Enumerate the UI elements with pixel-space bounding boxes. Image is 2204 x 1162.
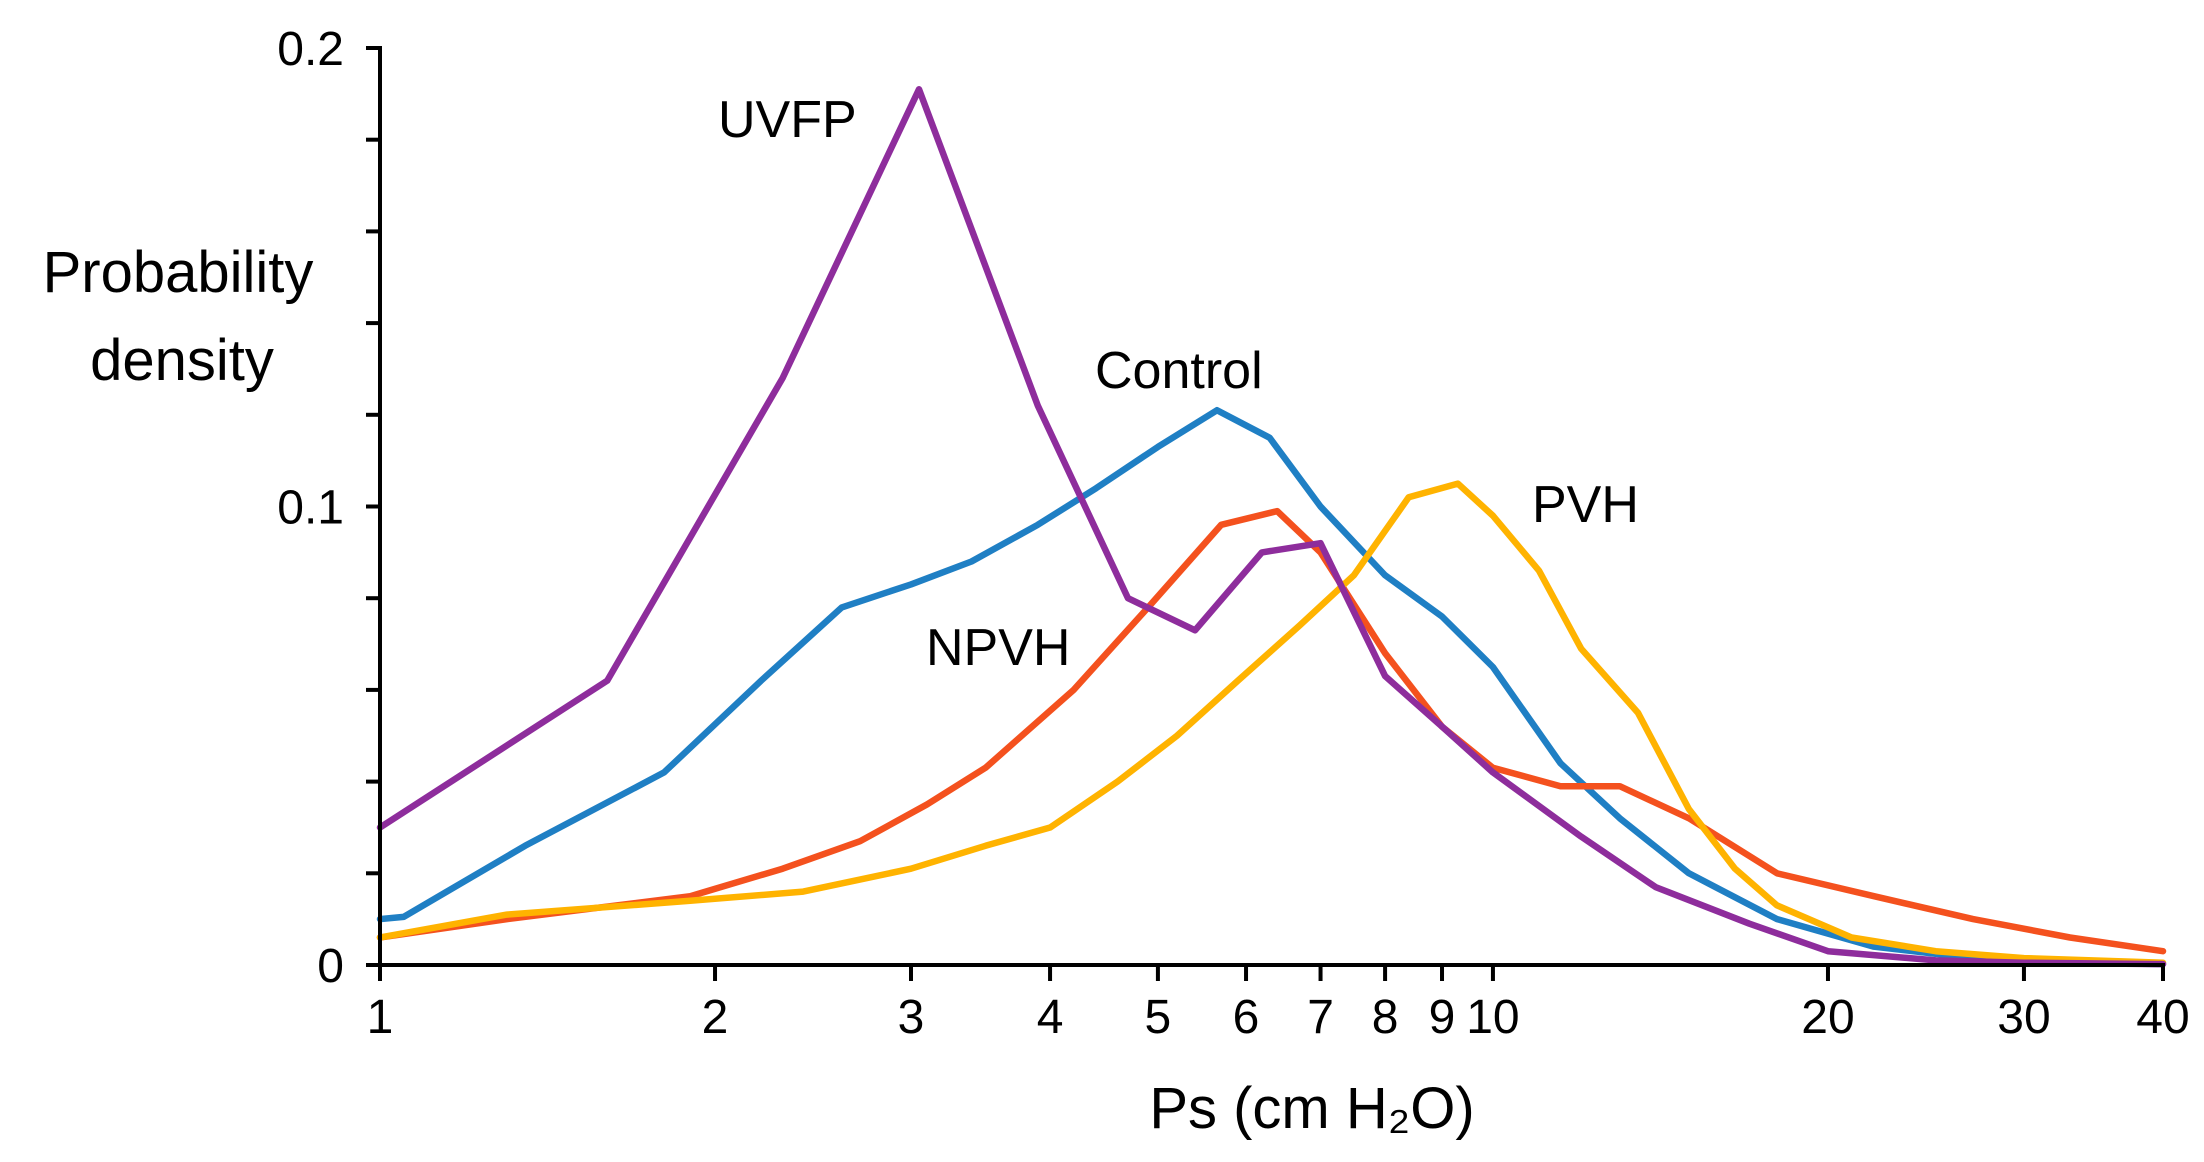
x-tick-label: 9: [1429, 991, 1456, 1044]
uvfp-series-label: UVFP: [718, 91, 857, 149]
series-layer: [376, 86, 2167, 968]
x-tick-label: 20: [1801, 991, 1854, 1044]
x-tick-label: 7: [1307, 991, 1334, 1044]
pvh-series-line: [376, 480, 2167, 966]
x-axis-title: Ps (cm H₂O): [1149, 1076, 1474, 1141]
x-tick-label: 3: [898, 991, 925, 1044]
x-tick-label: 8: [1372, 991, 1399, 1044]
y-tick-label: 0.1: [277, 482, 344, 535]
npvh-series-line: [376, 507, 2167, 955]
y-tick-label: 0: [317, 940, 344, 993]
uvfp-series-line: [376, 86, 2167, 968]
control-series-label: Control: [1095, 342, 1263, 400]
control-series-line: [376, 406, 2167, 968]
x-tick-label: 1: [367, 991, 394, 1044]
x-tick-label: 30: [1997, 991, 2050, 1044]
x-tick-label: 5: [1145, 991, 1172, 1044]
y-tick-label: 0.2: [277, 23, 344, 76]
x-tick-label: 2: [702, 991, 729, 1044]
npvh-series-label: NPVH: [926, 619, 1070, 677]
y-axis-title-line-2: density: [90, 328, 274, 393]
y-axis-title-line-1: Probability: [43, 240, 314, 305]
x-tick-label: 40: [2136, 991, 2189, 1044]
x-tick-label: 10: [1466, 991, 1519, 1044]
ticks-layer: 0 0.1 0.2 1 2 3 4 5 6 7 8 9 10 20 30 40: [277, 23, 2189, 1044]
pvh-series-label: PVH: [1532, 476, 1639, 534]
axes-layer: [378, 46, 2165, 967]
x-tick-label: 4: [1037, 991, 1064, 1044]
x-tick-label: 6: [1233, 991, 1260, 1044]
